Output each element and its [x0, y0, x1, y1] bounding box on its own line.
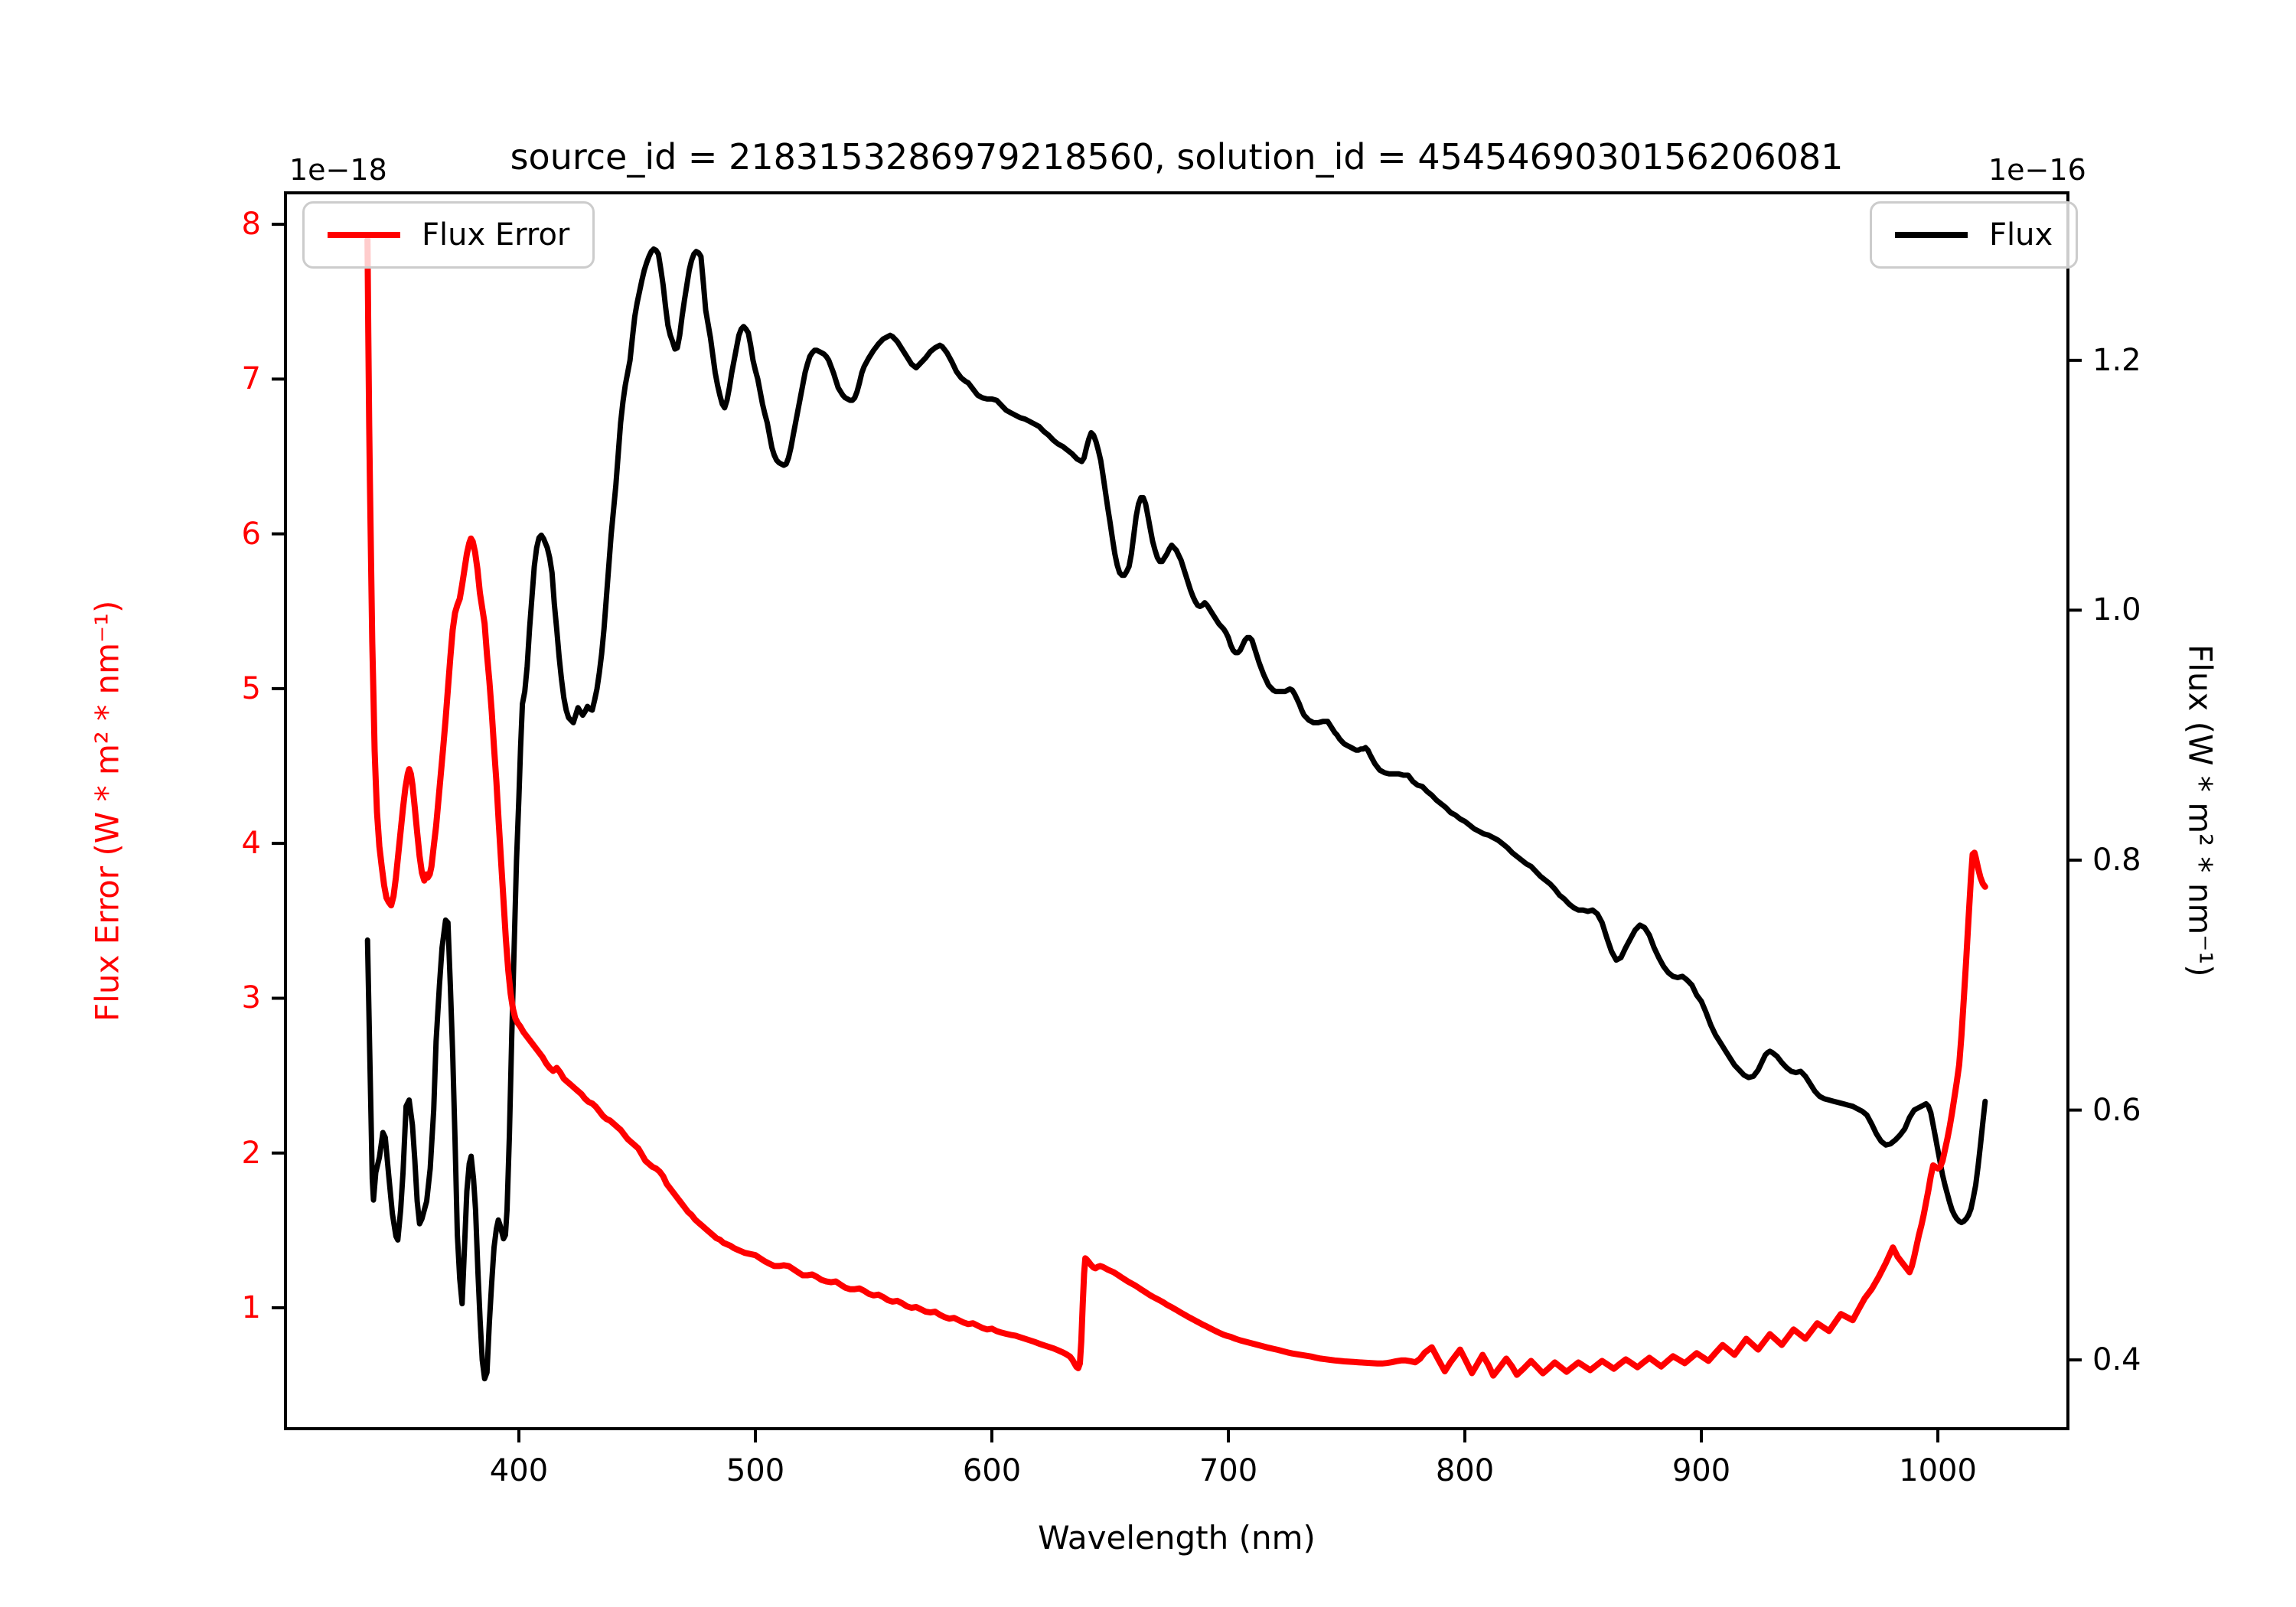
tick-marks — [272, 223, 2082, 1442]
left-y-tick-label: 3 — [241, 980, 261, 1016]
x-tick-label: 700 — [1199, 1453, 1258, 1488]
left-axis-offset-text: 1e−18 — [289, 153, 387, 187]
flux-line — [364, 246, 1988, 1382]
flux-error-line — [364, 236, 1988, 1379]
right-y-axis-label: Flux (W * m² * nm⁻¹) — [2181, 644, 2219, 977]
right-axis-offset-text: 1e−16 — [1988, 153, 2086, 187]
left-y-tick-label: 5 — [241, 670, 261, 706]
right-y-tick-label: 1.0 — [2092, 592, 2141, 628]
right-y-tick-label: 0.6 — [2092, 1092, 2141, 1128]
left-y-tick-label: 1 — [241, 1290, 261, 1326]
x-tick-label: 400 — [489, 1453, 549, 1488]
left-y-axis-label: Flux Error (W * m² * nm⁻¹) — [88, 600, 126, 1022]
flux-error-legend-label: Flux Error — [422, 217, 570, 253]
left-y-tick-label: 7 — [241, 361, 261, 397]
x-tick-label: 500 — [726, 1453, 785, 1488]
left-y-tick-label: 2 — [241, 1135, 261, 1171]
x-tick-label: 800 — [1435, 1453, 1495, 1488]
flux-error-legend-line-icon — [328, 232, 400, 238]
left-y-tick-label: 4 — [241, 826, 261, 862]
right-y-tick-label: 0.4 — [2092, 1342, 2141, 1378]
x-axis-label: Wavelength (nm) — [1038, 1519, 1316, 1556]
left-y-tick-label: 8 — [241, 207, 261, 243]
legend-flux-error: Flux Error — [302, 201, 595, 269]
left-y-tick-label: 6 — [241, 516, 261, 552]
axes-frame — [284, 191, 2069, 1430]
x-tick-label: 1000 — [1899, 1453, 1977, 1488]
flux-legend-line-icon — [1895, 232, 1968, 238]
x-tick-label: 900 — [1671, 1453, 1731, 1488]
plot-title: source_id = 2183153286979218560, solutio… — [510, 136, 1844, 178]
right-y-tick-label: 1.2 — [2092, 342, 2141, 378]
right-y-tick-label: 0.8 — [2092, 843, 2141, 878]
legend-flux: Flux — [1870, 201, 2079, 269]
x-tick-label: 600 — [962, 1453, 1022, 1488]
flux-legend-label: Flux — [1989, 217, 2053, 253]
